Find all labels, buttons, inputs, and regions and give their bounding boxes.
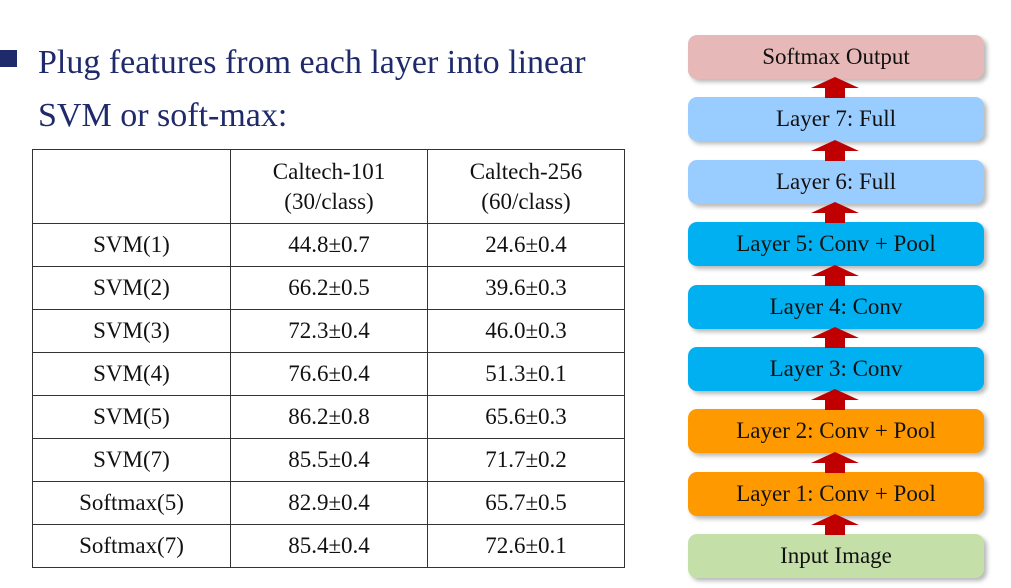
table-row: Softmax(5) 82.9±0.4 65.7±0.5 (32, 481, 625, 525)
accuracy-cell: 72.6±0.1 (427, 524, 625, 568)
accuracy-cell: 24.6±0.4 (427, 223, 625, 267)
table-row: SVM(3) 72.3±0.4 46.0±0.3 (32, 309, 625, 353)
accuracy-cell: 85.4±0.4 (230, 524, 428, 568)
accuracy-cell: 51.3±0.1 (427, 352, 625, 396)
table-row: SVM(5) 86.2±0.8 65.6±0.3 (32, 395, 625, 439)
up-arrow-icon (811, 202, 859, 224)
accuracy-cell: 46.0±0.3 (427, 309, 625, 353)
layer-6-full: Layer 6: Full (688, 159, 984, 204)
classifier-cell: SVM(5) (32, 395, 231, 439)
classifier-cell: SVM(1) (32, 223, 231, 267)
classifier-cell: Softmax(7) (32, 524, 231, 568)
accuracy-cell: 65.6±0.3 (427, 395, 625, 439)
table-header-cell: Caltech-256 (60/class) (427, 149, 625, 224)
up-arrow-icon (811, 451, 859, 473)
table-row: SVM(4) 76.6±0.4 51.3±0.1 (32, 352, 625, 396)
layer-input-image: Input Image (688, 534, 984, 579)
accuracy-cell: 71.7±0.2 (427, 438, 625, 482)
accuracy-cell: 65.7±0.5 (427, 481, 625, 525)
layer-5-conv-pool: Layer 5: Conv + Pool (688, 222, 984, 267)
table-header-cell: Caltech-101 (30/class) (230, 149, 428, 224)
layer-2-conv-pool: Layer 2: Conv + Pool (688, 409, 984, 454)
table-row: SVM(7) 85.5±0.4 71.7±0.2 (32, 438, 625, 482)
up-arrow-icon (811, 514, 859, 536)
accuracy-cell: 39.6±0.3 (427, 266, 625, 310)
table-header-cell (32, 149, 231, 224)
layer-1-conv-pool: Layer 1: Conv + Pool (688, 471, 984, 516)
classifier-cell: SVM(4) (32, 352, 231, 396)
results-table: Caltech-101 (30/class) Caltech-256 (60/cl… (32, 149, 625, 568)
accuracy-cell: 44.8±0.7 (230, 223, 428, 267)
accuracy-cell: 76.6±0.4 (230, 352, 428, 396)
layer-4-conv: Layer 4: Conv (688, 284, 984, 329)
table-row: SVM(1) 44.8±0.7 24.6±0.4 (32, 223, 625, 267)
network-diagram: Softmax Output Layer 7: Full Layer 6: Full… (688, 35, 984, 581)
table-row: SVM(2) 66.2±0.5 39.6±0.3 (32, 266, 625, 310)
up-arrow-icon (811, 139, 859, 161)
layer-softmax-output: Softmax Output (688, 35, 984, 79)
accuracy-cell: 86.2±0.8 (230, 395, 428, 439)
table-header-row: Caltech-101 (30/class) Caltech-256 (60/cl… (32, 149, 625, 224)
table-row: Softmax(7) 85.4±0.4 72.6±0.1 (32, 524, 625, 568)
up-arrow-icon (811, 389, 859, 411)
bullet-text: Plug features from each layer into linea… (38, 44, 586, 134)
classifier-cell: Softmax(5) (32, 481, 231, 525)
layer-3-conv: Layer 3: Conv (688, 347, 984, 391)
layer-7-full: Layer 7: Full (688, 97, 984, 142)
accuracy-cell: 72.3±0.4 (230, 309, 428, 353)
bullet-square-icon (0, 50, 17, 67)
accuracy-cell: 66.2±0.5 (230, 266, 428, 310)
up-arrow-icon (811, 77, 859, 99)
classifier-cell: SVM(3) (32, 309, 231, 353)
up-arrow-icon (811, 264, 859, 286)
accuracy-cell: 82.9±0.4 (230, 481, 428, 525)
classifier-cell: SVM(2) (32, 266, 231, 310)
classifier-cell: SVM(7) (32, 438, 231, 482)
up-arrow-icon (811, 327, 859, 348)
accuracy-cell: 85.5±0.4 (230, 438, 428, 482)
